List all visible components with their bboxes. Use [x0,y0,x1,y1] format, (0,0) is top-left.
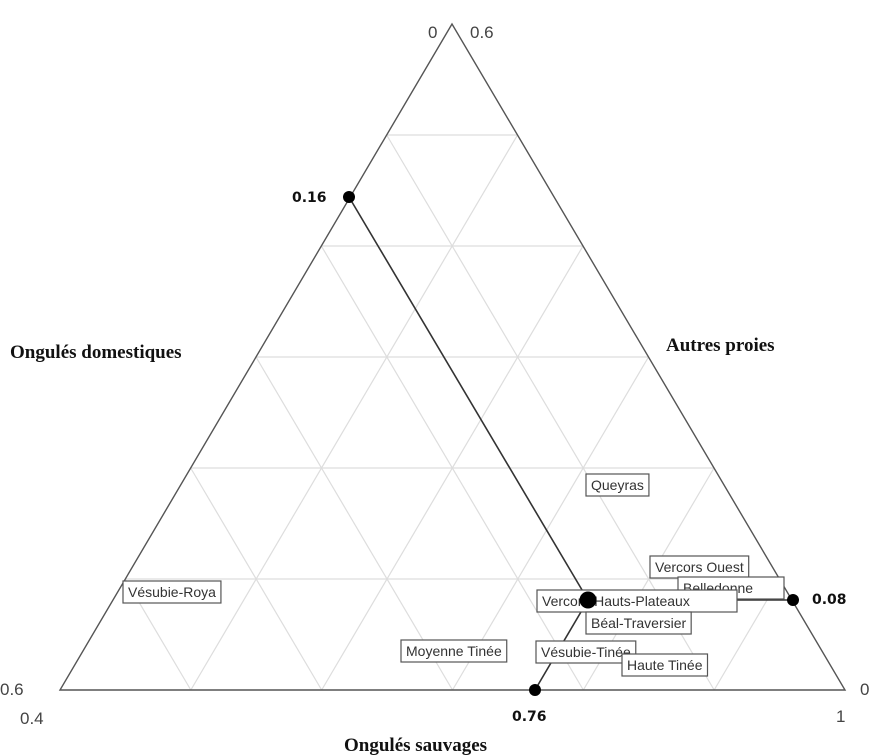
site-text: Vercors-Hauts-Plateaux [542,593,690,609]
site-label-vercors-hauts-plateaux: Vercors-Hauts-Plateaux [536,589,738,613]
bottom-left-lower-tick-label: 0.4 [20,709,44,728]
site-text: Moyenne Tinée [406,643,502,659]
reference-marker-label-bottom: 0.76 [512,709,547,725]
reference-marker-right [787,594,799,606]
reference-point-marker [579,591,597,609]
site-box [585,473,650,497]
bottom-right-upper-tick-label: 0 [860,680,869,699]
reference-marker-label-left: 0.16 [292,190,327,206]
site-label-haute-tinee: Haute Tinée [621,653,709,677]
site-box [621,653,709,677]
site-text: Haute Tinée [627,657,703,673]
grid-line [321,245,584,691]
site-text: Queyras [591,477,644,493]
site-box [585,611,692,635]
site-box [400,639,508,663]
reference-markers: 0.16 0.08 0.76 [292,190,847,725]
grid-line [190,134,519,691]
site-label-vesubie-roya: Vésubie-Roya [122,580,222,604]
site-box [122,580,222,604]
site-label-moyenne-tinee: Moyenne Tinée [400,639,508,663]
site-label-queyras: Queyras [585,473,650,497]
site-text: Vésubie-Tinée [541,644,631,660]
site-label-beal-traversier: Béal-Traversier [585,611,692,635]
reference-marker-left [343,191,355,203]
site-box [535,640,637,664]
ternary-triangle-outline [58,22,847,691]
bottom-axis-title: Ongulés sauvages [344,735,487,755]
bottom-right-lower-tick-label: 1 [836,707,845,726]
grid-line [255,356,454,691]
right-axis-title: Autres proies [666,335,775,356]
bottom-left-upper-tick-label: 0.6 [0,680,24,699]
reference-line-left [348,196,589,601]
grid-line [451,356,650,691]
site-label-vercors-ouest: Vercors Ouest [649,555,750,579]
site-text: Vercors Ouest [655,559,744,575]
reference-marker-bottom [529,684,541,696]
site-text: Béal-Traversier [591,615,687,631]
reference-lines [348,196,793,691]
reference-marker-label-right: 0.08 [812,592,847,608]
apex-left-tick-label: 0 [428,23,437,42]
apex-right-tick-label: 0.6 [470,23,494,42]
site-label-vesubie-tinee: Vésubie-Tinée [535,640,637,664]
left-axis-title: Ongulés domestiques [10,342,182,363]
site-text: Vésubie-Roya [128,584,216,600]
